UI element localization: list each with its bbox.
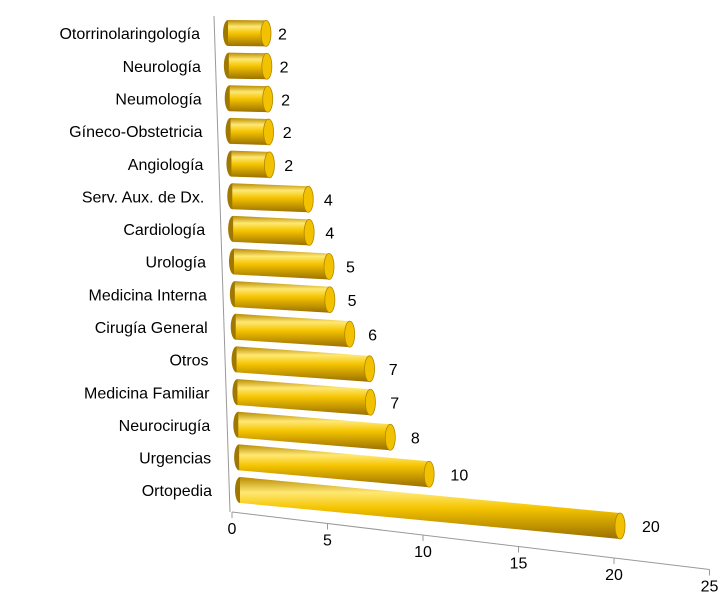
bar bbox=[225, 117, 274, 146]
y-tick-label: Urgencias bbox=[139, 451, 211, 468]
x-tick-label: 25 bbox=[701, 579, 719, 596]
bar-body bbox=[238, 411, 391, 451]
bar-body bbox=[229, 85, 268, 113]
value-label: 2 bbox=[281, 92, 290, 109]
bar-cap bbox=[423, 460, 435, 488]
y-tick-label: Medicina Familiar bbox=[84, 385, 210, 402]
x-axis bbox=[231, 511, 710, 570]
bar-body bbox=[231, 150, 270, 178]
bar-body bbox=[228, 52, 267, 80]
bar-cap bbox=[384, 423, 396, 451]
bar bbox=[231, 346, 375, 383]
bar-cap bbox=[263, 118, 274, 146]
value-label: 7 bbox=[389, 362, 398, 379]
bar bbox=[227, 183, 314, 213]
x-tick-label: 20 bbox=[605, 567, 623, 584]
value-label: 2 bbox=[278, 27, 287, 44]
value-label: 6 bbox=[368, 327, 377, 344]
axis-wall bbox=[213, 15, 231, 513]
bar-body bbox=[234, 281, 330, 313]
value-label: 8 bbox=[411, 431, 420, 448]
bar-body bbox=[230, 117, 269, 146]
bar-body bbox=[240, 477, 620, 539]
y-tick-label: Urología bbox=[146, 255, 207, 272]
y-tick-label: Angiología bbox=[128, 157, 204, 174]
value-label: 2 bbox=[280, 59, 289, 76]
y-tick-label: Medicina Interna bbox=[89, 287, 207, 304]
bar bbox=[224, 85, 274, 113]
bar-cap bbox=[264, 151, 275, 179]
x-tick-label: 15 bbox=[510, 556, 528, 573]
bar-cap bbox=[365, 388, 376, 416]
bar-cap bbox=[261, 52, 273, 80]
value-label: 7 bbox=[390, 395, 399, 412]
bar bbox=[233, 411, 396, 451]
y-tick-label: Ortopedia bbox=[142, 483, 212, 500]
value-label: 5 bbox=[348, 293, 357, 310]
value-label: 2 bbox=[284, 158, 293, 175]
bar bbox=[235, 477, 626, 540]
bar bbox=[226, 150, 275, 179]
value-label: 4 bbox=[324, 193, 333, 210]
bar-body bbox=[236, 346, 370, 382]
x-tick-label: 0 bbox=[228, 521, 237, 538]
x-tick-label: 10 bbox=[414, 544, 432, 561]
y-tick-label: Gíneco-Obstetricia bbox=[69, 124, 202, 141]
value-label: 20 bbox=[642, 519, 660, 536]
value-label: 10 bbox=[450, 467, 468, 484]
bar bbox=[223, 52, 273, 80]
bar-cap bbox=[323, 253, 335, 280]
value-label: 2 bbox=[283, 125, 292, 142]
bar bbox=[232, 379, 376, 416]
x-tick-label: 5 bbox=[323, 533, 332, 550]
bar-body bbox=[237, 379, 371, 416]
bar bbox=[230, 313, 356, 348]
bar-body bbox=[228, 20, 266, 47]
bar-body bbox=[234, 248, 329, 280]
y-tick-label: Serv. Aux. de Dx. bbox=[82, 189, 204, 206]
y-tick-label: Cirugía General bbox=[95, 320, 208, 337]
bar-cap bbox=[303, 218, 315, 246]
bar-cap bbox=[260, 20, 272, 47]
bar-body bbox=[232, 183, 309, 213]
y-tick-label: Otros bbox=[169, 353, 208, 370]
bar-cap bbox=[344, 320, 356, 348]
bar-cap bbox=[364, 355, 375, 383]
y-tick-label: Neurología bbox=[123, 59, 201, 76]
y-tick-label: Otorrinolaringología bbox=[59, 26, 200, 43]
bar-cap bbox=[262, 85, 274, 113]
bar bbox=[223, 20, 272, 47]
y-tick-label: Neumología bbox=[115, 92, 201, 109]
bar bbox=[229, 281, 336, 314]
bar-body bbox=[235, 313, 350, 348]
value-label: 4 bbox=[325, 226, 334, 243]
bar bbox=[234, 444, 435, 488]
bar-body bbox=[239, 444, 430, 488]
bar-cap bbox=[302, 185, 314, 213]
bar-cap bbox=[614, 512, 626, 540]
y-tick-label: Neurocirugía bbox=[119, 418, 211, 435]
bar-cap bbox=[324, 286, 336, 314]
y-tick-label: Cardiología bbox=[123, 222, 205, 239]
bar bbox=[228, 215, 315, 246]
bar-body bbox=[233, 215, 310, 246]
value-label: 5 bbox=[346, 260, 355, 277]
bar bbox=[229, 248, 335, 280]
